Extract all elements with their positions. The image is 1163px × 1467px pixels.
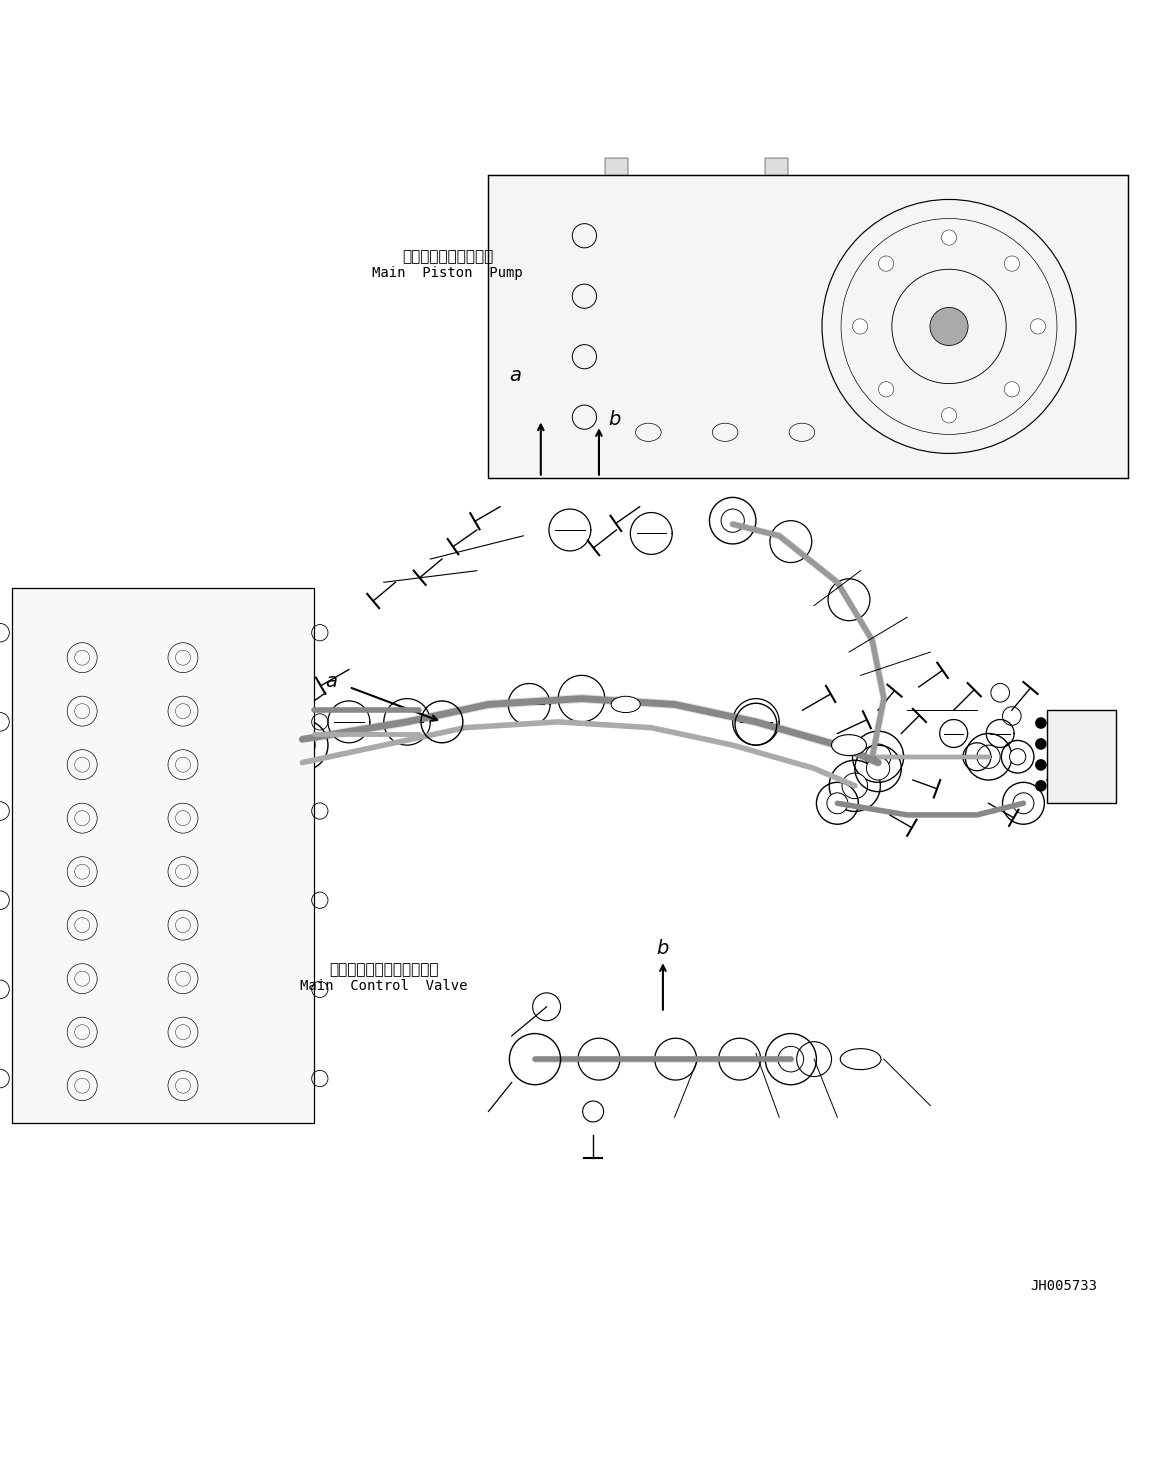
Bar xyxy=(605,158,628,175)
Text: メインピストンポンプ: メインピストンポンプ xyxy=(402,249,493,264)
Text: b: b xyxy=(608,409,620,428)
Circle shape xyxy=(1035,717,1047,729)
Circle shape xyxy=(1035,758,1047,770)
Bar xyxy=(1047,710,1116,804)
Circle shape xyxy=(941,230,957,245)
Circle shape xyxy=(1030,318,1046,334)
Bar xyxy=(12,588,314,1124)
Circle shape xyxy=(1004,255,1020,271)
Circle shape xyxy=(1035,780,1047,792)
Circle shape xyxy=(842,773,868,798)
Circle shape xyxy=(1035,738,1047,750)
Circle shape xyxy=(778,1046,804,1072)
Ellipse shape xyxy=(612,697,641,713)
Text: a: a xyxy=(509,365,521,384)
Circle shape xyxy=(852,318,868,334)
Circle shape xyxy=(865,744,891,770)
Circle shape xyxy=(1004,381,1020,398)
Circle shape xyxy=(941,408,957,422)
Bar xyxy=(765,158,789,175)
Bar xyxy=(488,175,1128,478)
Text: Main  Piston  Pump: Main Piston Pump xyxy=(372,266,523,280)
Circle shape xyxy=(930,308,968,346)
Circle shape xyxy=(827,792,848,814)
Circle shape xyxy=(290,732,315,758)
Circle shape xyxy=(866,757,890,780)
Ellipse shape xyxy=(832,735,866,756)
Circle shape xyxy=(1009,748,1026,764)
Text: JH005733: JH005733 xyxy=(1030,1279,1098,1292)
Text: a: a xyxy=(326,672,337,691)
Text: b: b xyxy=(657,939,669,958)
Ellipse shape xyxy=(840,1049,882,1069)
Circle shape xyxy=(977,745,1000,769)
Circle shape xyxy=(878,381,894,398)
Text: Main  Control  Valve: Main Control Valve xyxy=(300,978,468,993)
Circle shape xyxy=(721,509,744,533)
Circle shape xyxy=(878,255,894,271)
Text: メインコントロールバルブ: メインコントロールバルブ xyxy=(329,962,438,977)
Circle shape xyxy=(1013,792,1034,814)
